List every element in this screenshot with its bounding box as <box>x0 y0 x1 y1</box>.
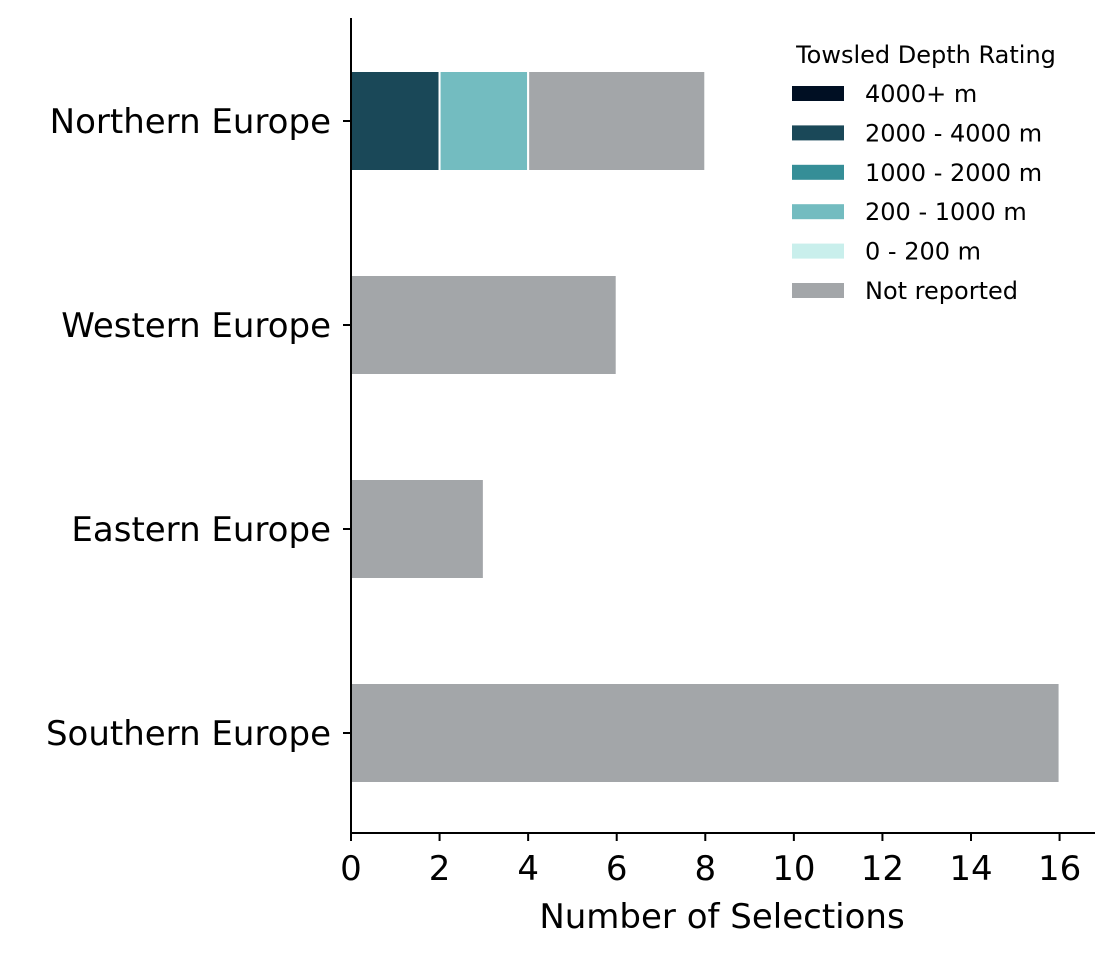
bar-eastern-europe-not-reported <box>350 478 485 580</box>
x-tick-label: 14 <box>949 849 992 889</box>
y-tick-label: Northern Europe <box>50 102 331 142</box>
bar-northern-europe-2000-4000-m <box>350 70 441 172</box>
x-tick-label: 12 <box>861 849 904 889</box>
legend-swatch-4000plus-m <box>792 86 844 101</box>
legend-label-2000-4000-m: 2000 - 4000 m <box>865 119 1042 147</box>
legend: Towsled Depth Rating 4000+ m 2000 - 4000 m… <box>792 41 1056 305</box>
bar-western-europe-not-reported <box>350 274 618 376</box>
legend-swatch-0-200-m <box>792 243 844 259</box>
legend-swatch-not-reported <box>792 283 844 298</box>
legend-label-not-reported: Not reported <box>865 277 1018 305</box>
y-tick-label: Western Europe <box>61 306 331 346</box>
bar-northern-europe-not-reported <box>527 70 707 172</box>
bar-southern-europe-not-reported <box>350 682 1061 784</box>
x-tick-label: 16 <box>1038 849 1081 889</box>
bars-layer <box>350 70 1061 784</box>
legend-swatch-1000-2000-m <box>792 164 844 180</box>
legend-label-4000plus-m: 4000+ m <box>865 80 977 108</box>
x-tick-label: 10 <box>772 849 815 889</box>
legend-title: Towsled Depth Rating <box>795 41 1056 69</box>
legend-label-0-200-m: 0 - 200 m <box>865 238 981 266</box>
legend-label-1000-2000-m: 1000 - 2000 m <box>865 159 1042 187</box>
x-tick-label: 4 <box>517 849 539 889</box>
x-tick-label: 8 <box>694 849 716 889</box>
bar-northern-europe-200-1000-m <box>438 70 530 172</box>
x-tick-label: 2 <box>429 849 451 889</box>
legend-swatch-2000-4000-m <box>792 125 844 141</box>
axes-layer: Northern Europe Western Europe Eastern Eur… <box>46 18 1095 889</box>
legend-swatch-200-1000-m <box>792 204 844 220</box>
x-tick-label: 0 <box>340 849 362 889</box>
y-tick-label: Eastern Europe <box>71 510 331 550</box>
x-tick-label: 6 <box>606 849 628 889</box>
x-axis-label: Number of Selections <box>539 897 904 937</box>
y-tick-label: Southern Europe <box>46 714 331 754</box>
legend-label-200-1000-m: 200 - 1000 m <box>865 198 1027 226</box>
